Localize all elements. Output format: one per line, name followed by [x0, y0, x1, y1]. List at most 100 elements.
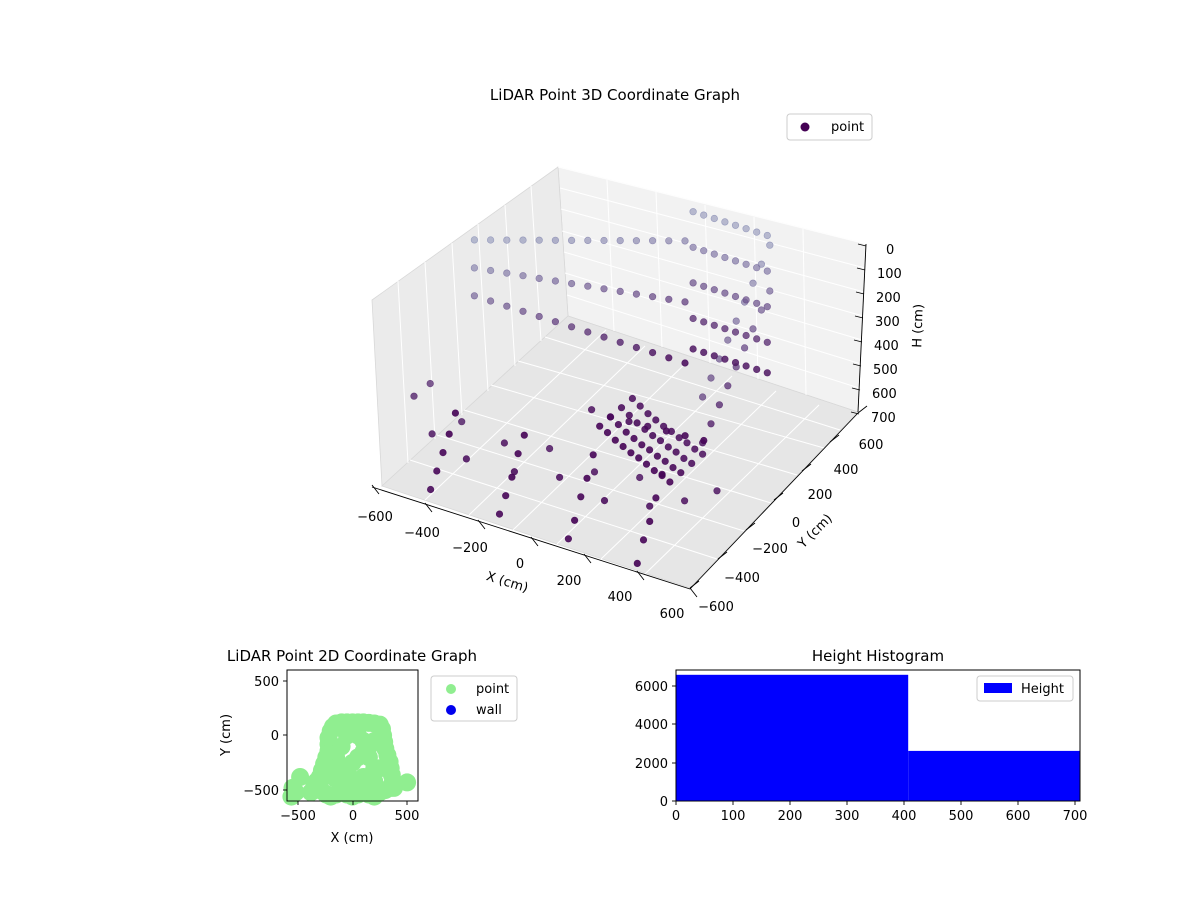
scatter-3d-point [669, 464, 677, 472]
scatter-3d-point [710, 214, 718, 223]
x-tick-labels-3d: −600 −400 −200 0 200 400 600 [357, 510, 684, 622]
histogram-ticks [672, 685, 1076, 805]
scatter-3d-point [763, 303, 771, 311]
legend-3d-frame [786, 113, 873, 141]
x-tick-label: 600 [1006, 809, 1031, 824]
legend-2d-wall-marker [446, 705, 456, 715]
scatter-3d-point [689, 243, 697, 251]
scatter-3d-point [630, 434, 638, 443]
z-tick-label: 500 [873, 363, 898, 378]
scatter-3d-point [519, 272, 527, 280]
scatter-3d-point [700, 211, 708, 219]
y-tick-label: 600 [859, 438, 884, 453]
scatter-3d-point [710, 286, 718, 294]
scatter-3d-point [616, 237, 624, 245]
scatter-3d-point [650, 467, 658, 475]
scatter-3d-point [689, 279, 697, 287]
scatter-3d-point [731, 359, 740, 367]
scatter-3d-point [731, 328, 740, 336]
plot-histogram: Height Histogram 0 100 200 300 400 500 6… [635, 647, 1088, 824]
plot-3d-title: LiDAR Point 3D Coordinate Graph [490, 86, 740, 104]
scatter-3d-point [757, 306, 766, 314]
scatter-3d-point [689, 208, 697, 216]
legend-2d-point-label: point [476, 682, 509, 697]
y-tick-label: 0 [660, 795, 668, 810]
scatter-2d-point [347, 777, 366, 796]
y-tick-label: −500 [243, 784, 279, 799]
x-tick-label: −200 [452, 541, 488, 556]
scatter-3d-point [503, 302, 511, 310]
scatter-3d-point [644, 410, 652, 418]
scatter-3d-point [632, 290, 641, 298]
x-tick-label: 600 [660, 607, 685, 622]
legend-3d-marker [800, 122, 810, 132]
scatter-3d-point [715, 401, 724, 409]
scatter-2d-point [398, 773, 417, 792]
scatter-3d-point [633, 559, 641, 568]
scatter-3d-point [689, 345, 697, 353]
legend-2d-wall-label: wall [476, 703, 502, 718]
scatter-3d-point [646, 502, 654, 510]
scatter-3d-point [648, 349, 657, 357]
scatter-3d-point [628, 394, 637, 403]
scatter-3d-point [584, 236, 592, 244]
y-tick-label: 2000 [635, 757, 668, 772]
scatter-3d-point [766, 241, 774, 249]
y-tick-label: 400 [834, 463, 859, 478]
axes-3d [371, 243, 867, 590]
scatter-3d-point [653, 452, 662, 460]
histogram-legend: Height [976, 675, 1074, 702]
scatter-3d-point [664, 443, 672, 451]
scatter-3d-point [495, 510, 504, 518]
scatter-3d-point [487, 236, 495, 244]
scatter-3d-point [625, 418, 633, 426]
scatter-3d-point [545, 445, 554, 453]
y-tick-label: 4000 [635, 718, 668, 733]
scatter-3d-point [600, 333, 608, 341]
scatter-3d-point [689, 314, 697, 323]
z-tick-label: 300 [875, 315, 900, 330]
scatter-3d-point [564, 535, 573, 543]
scatter-3d-point [535, 312, 543, 321]
x-tick-label: −400 [404, 526, 440, 541]
scatter-3d-point [617, 404, 626, 412]
scatter-3d-point [700, 348, 708, 357]
scatter-3d-point [742, 296, 750, 304]
z-tick-label: 200 [876, 291, 901, 306]
scatter-3d-point [632, 237, 641, 245]
scatter-3d-point [584, 282, 592, 290]
scatter-3d-point [721, 289, 729, 297]
scatter-3d-point [691, 445, 699, 453]
scatter-3d-point [688, 459, 696, 468]
scatter-3d-point [570, 516, 579, 524]
scatter-3d-point [451, 409, 460, 417]
scatter-3d-point [567, 280, 576, 288]
scatter-3d-point [740, 344, 749, 352]
histogram-bar [676, 674, 909, 801]
scatter-3d-point [731, 257, 740, 265]
plot-2d-y-tick-labels: 500 0 −500 [243, 675, 279, 799]
scatter-2d-point [291, 768, 310, 786]
plot-2d-x-label: X (cm) [331, 831, 374, 846]
x-tick-label: 700 [1063, 809, 1088, 824]
histogram-frame-top [675, 669, 1081, 802]
scatter-3d-point [721, 218, 729, 226]
scatter-3d-point [462, 455, 471, 463]
legend-2d: point wall [430, 675, 518, 722]
scatter-3d-point [410, 392, 418, 400]
scatter-3d-point [616, 338, 624, 346]
scatter-3d-point [426, 380, 434, 388]
scatter-3d-point [646, 517, 654, 526]
scatter-3d-point [503, 269, 511, 277]
scatter-3d-point [642, 460, 651, 468]
x-tick-label: 0 [672, 809, 680, 824]
scatter-3d-point [583, 474, 591, 482]
scatter-3d-point [603, 429, 612, 437]
scatter-3d-point [731, 292, 740, 301]
scatter-2d-point [321, 759, 340, 778]
legend-2d-point-marker [446, 684, 456, 694]
scatter-3d-point [606, 413, 615, 421]
scatter-3d-point [600, 497, 609, 505]
scatter-3d-point [589, 451, 597, 459]
